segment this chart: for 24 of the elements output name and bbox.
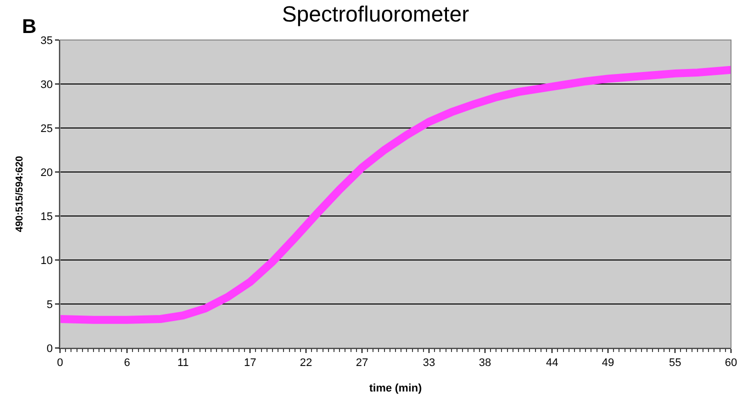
x-tick-label: 11	[177, 357, 189, 370]
y-tick-label: 30	[40, 78, 53, 91]
x-tick-label: 17	[244, 357, 256, 370]
x-tick-label: 22	[300, 357, 312, 370]
x-axis-title: time (min)	[369, 382, 422, 394]
x-tick-label: 38	[478, 357, 492, 370]
y-tick-label: 5	[46, 298, 53, 311]
y-tick-label: 15	[40, 210, 53, 223]
y-tick-label: 20	[40, 166, 53, 179]
x-tick-label: 49	[602, 357, 614, 370]
y-tick-label: 35	[40, 34, 53, 47]
y-axis-title: 490:515/594:620	[14, 155, 26, 232]
y-tick-label: 0	[46, 342, 53, 355]
x-tick-label: 60	[724, 357, 738, 370]
x-tick-label: 6	[124, 357, 130, 370]
x-tick-label: 44	[546, 357, 558, 370]
x-tick-label: 33	[422, 357, 436, 370]
text: B	[22, 16, 36, 38]
x-tick-label: 55	[668, 357, 682, 370]
x-tick-label: 27	[356, 357, 368, 370]
y-tick-label: 10	[40, 254, 53, 267]
y-tick-label: 25	[40, 122, 53, 135]
x-tick-label: 0	[56, 357, 64, 370]
chart-title: Spectrofluorometer	[282, 1, 470, 26]
